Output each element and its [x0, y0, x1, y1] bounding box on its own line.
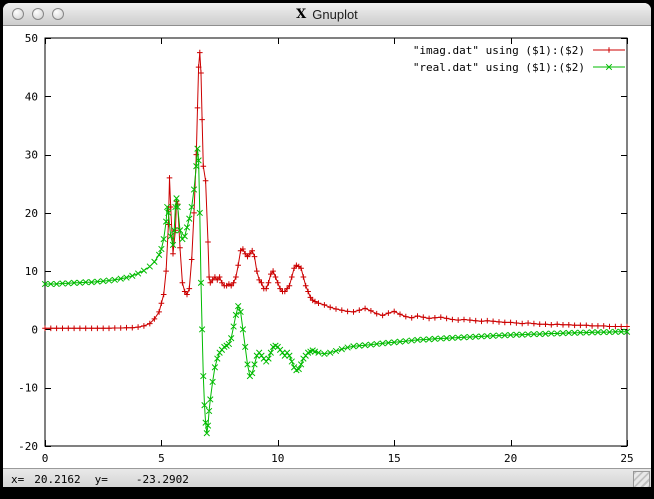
window-title-text: Gnuplot — [312, 6, 358, 22]
y-tick-label: 30 — [25, 149, 38, 162]
legend-sample — [593, 63, 625, 71]
y-tick-label: 0 — [31, 323, 38, 336]
legend-sample — [593, 47, 625, 53]
axes — [44, 37, 628, 447]
x-tick-label: 0 — [42, 452, 49, 465]
x11-icon: X — [296, 6, 307, 22]
plot-border — [44, 37, 628, 447]
series-line — [45, 52, 627, 329]
mouse-x-label: x= — [11, 472, 25, 486]
window-buttons — [3, 8, 64, 20]
resize-grip[interactable] — [633, 471, 650, 487]
y-tick-label: 40 — [25, 90, 38, 103]
series-line — [45, 148, 627, 434]
tick-labels: 0 5 10 15 20 25 -20 -10 0 10 20 30 40 50 — [18, 32, 634, 465]
y-tick-label: 20 — [25, 207, 38, 220]
x-tick-label: 10 — [271, 452, 284, 465]
series-markers — [41, 145, 631, 437]
series-markers — [42, 49, 630, 332]
y-tick-label: 50 — [25, 32, 38, 45]
y-tick-label: 10 — [25, 265, 38, 278]
y-tick-label: -10 — [18, 382, 38, 395]
mouse-y-value: -23.2902 — [135, 472, 189, 486]
zoom-button[interactable] — [52, 8, 64, 20]
series-real — [41, 145, 631, 437]
y-tick-label: -20 — [18, 440, 38, 453]
legend: "imag.dat" using ($1):($2) "real.dat" usi… — [413, 44, 625, 74]
x-tick-label: 25 — [620, 452, 633, 465]
legend-label: "imag.dat" using ($1):($2) — [413, 44, 585, 57]
legend-label: "real.dat" using ($1):($2) — [413, 61, 585, 74]
window-title: X Gnuplot — [3, 3, 651, 25]
app-frame: X Gnuplot 0 5 10 15 20 25 -20 -10 0 10 20 30 40 50 "im… — [3, 3, 651, 487]
statusbar: x= 20.2162 y= -23.2902 — [3, 468, 651, 487]
close-button[interactable] — [12, 8, 24, 20]
x-tick-label: 20 — [504, 452, 517, 465]
plot-canvas[interactable]: 0 5 10 15 20 25 -20 -10 0 10 20 30 40 50 "imag.dat" us… — [3, 26, 651, 468]
mouse-x-value: 20.2162 — [34, 472, 81, 486]
series-imag — [42, 49, 630, 332]
mouse-y-label: y= — [94, 472, 108, 486]
minimize-button[interactable] — [32, 8, 44, 20]
titlebar: X Gnuplot — [3, 3, 651, 26]
plot-svg: 0 5 10 15 20 25 -20 -10 0 10 20 30 40 50 "imag.dat" us… — [18, 32, 634, 465]
x-tick-label: 5 — [158, 452, 165, 465]
x-tick-label: 15 — [388, 452, 401, 465]
